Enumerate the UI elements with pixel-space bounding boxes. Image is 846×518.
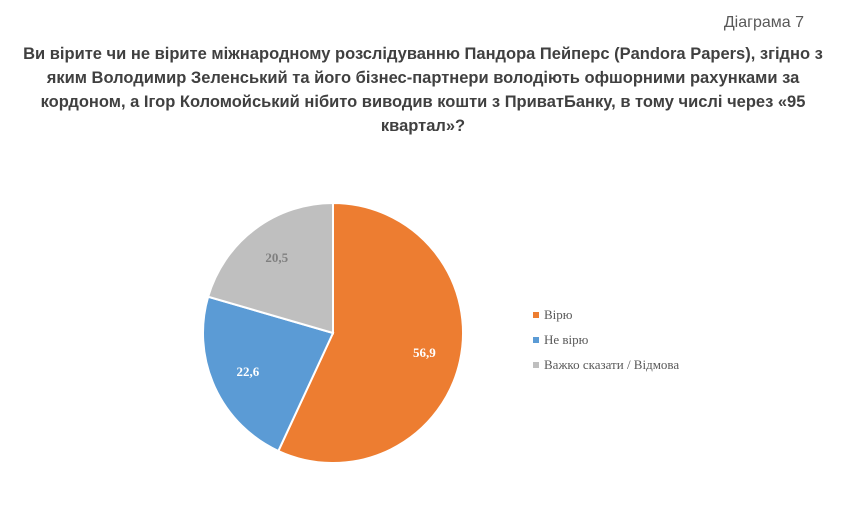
pie-slice-2	[206, 201, 334, 335]
legend-label: Вірю	[544, 306, 573, 322]
legend-label: Важко сказати / Відмова	[544, 356, 680, 372]
legend-swatch	[533, 311, 539, 318]
pie-slice-0	[277, 201, 464, 464]
chart-title: Ви вірите чи не вірите міжнародному розс…	[23, 45, 823, 135]
legend-item: Не вірю	[533, 327, 679, 352]
diagram-label: Діаграма 7	[723, 14, 804, 31]
pie-slice-1	[202, 295, 335, 453]
legend-swatch	[533, 336, 539, 343]
legend-swatch	[533, 361, 539, 368]
data-label-0: 56,9	[413, 345, 436, 360]
data-label-1: 22,6	[236, 364, 259, 379]
legend-item: Важко сказати / Відмова	[533, 352, 679, 377]
data-label-2: 20,5	[265, 250, 288, 265]
legend: Вірю Не вірю Важко сказати / Відмова	[533, 302, 679, 377]
legend-item: Вірю	[533, 302, 679, 327]
legend-label: Не вірю	[544, 331, 589, 347]
